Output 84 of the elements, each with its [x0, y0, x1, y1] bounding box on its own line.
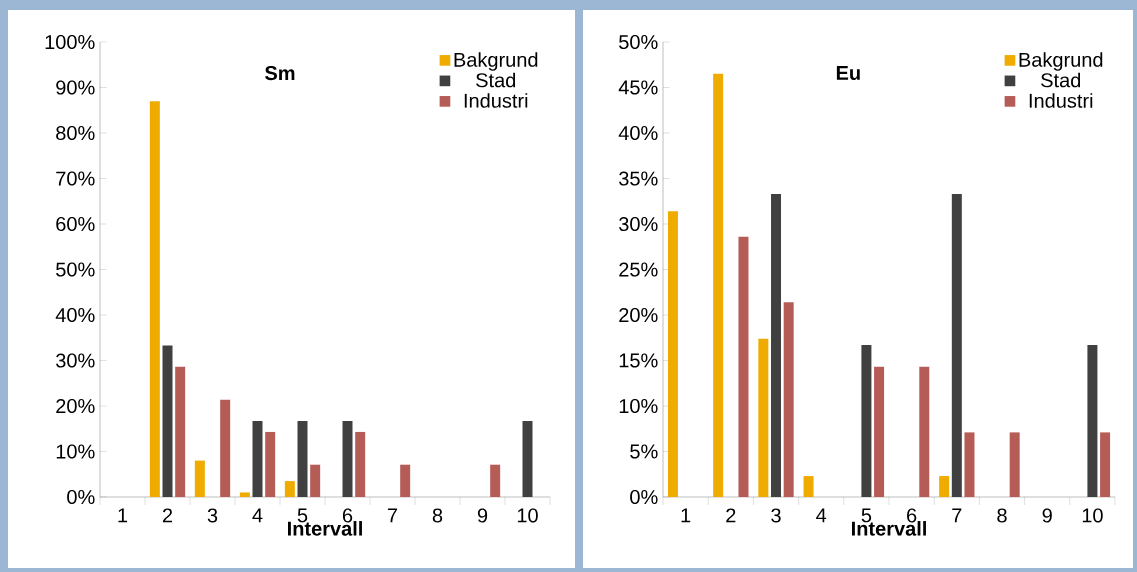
legend-label: Industri [1029, 93, 1093, 108]
bar [220, 399, 231, 497]
text: Sm [265, 66, 295, 81]
x-tick-label: 6 [907, 508, 917, 523]
y-tick-label: 40% [55, 307, 95, 323]
y-tick-label: 40% [618, 125, 658, 141]
text: Eu [836, 66, 860, 80]
bar [803, 476, 814, 497]
x-axis-title: Intervall [852, 521, 926, 536]
y-tick-label: 80% [56, 125, 95, 141]
bar [149, 101, 160, 497]
x-tick-label: 6 [342, 508, 353, 523]
bar [239, 492, 250, 497]
x-tick-label: 9 [1042, 508, 1052, 523]
bar [1100, 432, 1111, 497]
bar [713, 73, 724, 497]
y-tick-label: 45% [618, 80, 658, 95]
y-tick-label: 10% [619, 398, 658, 414]
y-tick-label: 35% [619, 171, 658, 186]
bar [162, 345, 173, 497]
bar [490, 464, 501, 497]
bar [400, 464, 411, 497]
x-tick-label: 5 [297, 508, 308, 523]
bar [874, 366, 885, 497]
x-tick-label: 3 [771, 508, 781, 523]
bar [783, 302, 794, 497]
bar [355, 431, 366, 497]
x-tick-label: 1 [118, 508, 128, 523]
bar [758, 338, 769, 497]
bar [342, 421, 353, 497]
legend-label: Industri [464, 93, 528, 108]
y-tick-label: 0% [630, 489, 658, 505]
bar [297, 421, 308, 497]
x-tick-label: 7 [952, 508, 962, 523]
y-tick-label: 20% [619, 307, 658, 323]
bar [265, 431, 276, 497]
bar [175, 366, 186, 497]
y-tick-label: 25% [619, 262, 658, 277]
y-tick-label: 15% [619, 353, 658, 368]
legend-label: Bakgrund [1019, 52, 1103, 71]
bar [1009, 432, 1020, 497]
bar [252, 421, 263, 497]
x-tick-label: 2 [726, 508, 736, 523]
y-tick-label: 50% [56, 262, 95, 277]
x-tick-label: 4 [252, 508, 263, 523]
bar [310, 464, 321, 497]
x-tick-label: 3 [207, 508, 218, 523]
y-tick-label: 50% [619, 34, 658, 50]
y-tick-label: 0% [67, 489, 95, 505]
y-tick-label: 90% [56, 80, 95, 95]
x-axis-title: Intervall [287, 521, 362, 536]
y-tick-label: 20% [56, 398, 95, 414]
x-tick-label: 8 [432, 508, 443, 523]
x-tick-label: 9 [477, 508, 488, 523]
bar [919, 366, 930, 497]
legend-label: Stad [476, 72, 516, 88]
bar [738, 236, 749, 497]
x-tick-label: 2 [162, 508, 173, 523]
legend-label: Bakgrund [454, 52, 538, 71]
y-tick-label: 70% [56, 171, 95, 186]
x-tick-label: 4 [816, 508, 827, 523]
bar [951, 193, 962, 497]
y-tick-label: 30% [619, 216, 658, 232]
x-tick-label: 1 [681, 508, 691, 523]
x-tick-label: 8 [997, 508, 1007, 523]
legend-label: Stad [1041, 72, 1081, 88]
bar [284, 481, 295, 497]
bar [522, 421, 533, 497]
x-tick-label: 7 [387, 508, 398, 523]
y-tick-label: 60% [56, 216, 95, 232]
y-tick-label: 30% [56, 353, 95, 368]
bar [861, 345, 872, 497]
y-tick-label: 5% [630, 444, 658, 459]
bar [194, 460, 205, 497]
y-tick-label: 100% [45, 34, 95, 50]
x-tick-label: 10 [1082, 508, 1103, 523]
bar [1087, 345, 1098, 497]
x-tick-label: 5 [861, 508, 872, 523]
y-tick-label: 10% [56, 444, 95, 459]
x-tick-label: 10 [517, 508, 538, 523]
bar [771, 193, 782, 497]
bar [964, 432, 975, 497]
bar [939, 476, 950, 497]
bar [667, 211, 678, 497]
